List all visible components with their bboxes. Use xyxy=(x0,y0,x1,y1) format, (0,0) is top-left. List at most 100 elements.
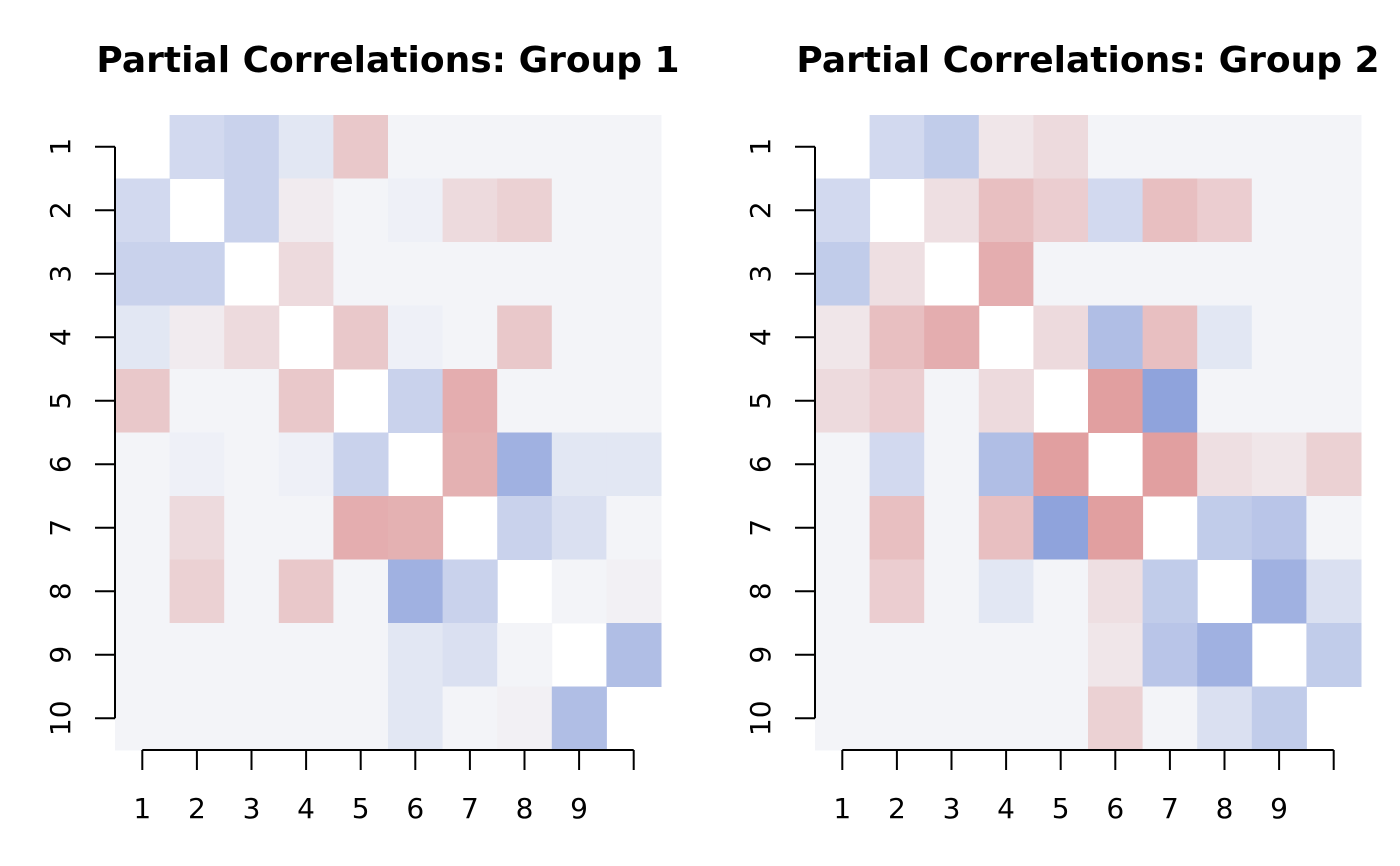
heatmap-cell xyxy=(333,686,389,751)
heatmap-cell xyxy=(333,432,389,497)
heatmap-cell xyxy=(1306,115,1362,179)
heatmap-cell xyxy=(606,559,662,624)
heatmap-cell xyxy=(606,623,662,687)
x-tick-label: 3 xyxy=(943,792,961,825)
heatmap-cell xyxy=(497,178,553,243)
heatmap-cell xyxy=(442,623,498,687)
heatmap-cell xyxy=(606,178,662,243)
heatmap-cell xyxy=(606,115,662,179)
heatmap-cell xyxy=(497,623,553,687)
heatmap-cell xyxy=(815,432,871,497)
heatmap-cell xyxy=(1197,305,1253,370)
heatmap-cell xyxy=(924,496,980,560)
heatmap-cell xyxy=(1142,559,1198,624)
heatmap-cell xyxy=(924,686,980,751)
heatmap-cell xyxy=(333,305,389,370)
heatmap-cell xyxy=(442,432,498,497)
heatmap-cell xyxy=(869,305,925,370)
heatmap-cell xyxy=(551,115,607,179)
heatmap-cell xyxy=(115,686,171,751)
heatmap-cell xyxy=(115,369,171,433)
heatmap-cell xyxy=(551,432,607,497)
heatmap-cell xyxy=(978,686,1034,751)
y-tick-label: 4 xyxy=(44,328,77,346)
heatmap-cell xyxy=(388,686,444,751)
x-tick-label: 8 xyxy=(1216,792,1234,825)
heatmap-cell xyxy=(815,496,871,560)
heatmap-cell xyxy=(869,623,925,687)
x-tick-label: 1 xyxy=(133,792,151,825)
heatmap-cell xyxy=(388,559,444,624)
heatmap-cell xyxy=(442,686,498,751)
x-tick-label: 4 xyxy=(297,792,315,825)
heatmap-cell xyxy=(815,623,871,687)
heatmap-cell xyxy=(278,623,334,687)
heatmap-cell xyxy=(224,115,280,179)
heatmap-cell xyxy=(1088,559,1144,624)
heatmap-cell xyxy=(1306,559,1362,624)
heatmap-cell xyxy=(1088,369,1144,433)
heatmap-cell xyxy=(1306,623,1362,687)
heatmap-cell xyxy=(224,305,280,370)
heatmap-cell xyxy=(278,178,334,243)
heatmap-cell xyxy=(115,242,171,306)
heatmap-cell xyxy=(333,242,389,306)
x-tick-label: 6 xyxy=(406,792,424,825)
x-tick-label: 9 xyxy=(570,792,588,825)
heatmap-cell xyxy=(924,623,980,687)
heatmap-cell xyxy=(169,432,225,497)
heatmap-cell xyxy=(551,496,607,560)
heatmap-cell xyxy=(869,686,925,751)
heatmap-cell xyxy=(1197,369,1253,433)
heatmap-cell xyxy=(497,115,553,179)
heatmap-cell xyxy=(1251,432,1307,497)
y-tick-label: 6 xyxy=(744,455,777,473)
heatmap-cell xyxy=(1142,432,1198,497)
heatmap-cell xyxy=(333,559,389,624)
heatmap-cell xyxy=(1306,305,1362,370)
heatmap-cell xyxy=(442,242,498,306)
heatmap-cell xyxy=(169,242,225,306)
x-tick-label: 7 xyxy=(1161,792,1179,825)
heatmap-cell xyxy=(1197,242,1253,306)
heatmap-cell xyxy=(224,623,280,687)
heatmap-cell xyxy=(115,178,171,243)
x-tick-label: 4 xyxy=(997,792,1015,825)
heatmap-cell xyxy=(1251,242,1307,306)
heatmap-cell xyxy=(815,178,871,243)
heatmap-cell xyxy=(551,178,607,243)
y-tick-label: 10 xyxy=(744,700,777,736)
y-tick-label: 5 xyxy=(44,392,77,410)
heatmap-cell xyxy=(115,496,171,560)
heatmap-cell xyxy=(606,496,662,560)
heatmap-cell xyxy=(1088,305,1144,370)
heatmap-cell xyxy=(815,369,871,433)
heatmap-cell xyxy=(388,369,444,433)
heatmap-cell xyxy=(1251,369,1307,433)
y-tick-label: 5 xyxy=(744,392,777,410)
heatmap-cell xyxy=(169,559,225,624)
heatmap-cell xyxy=(924,115,980,179)
heatmap-cell xyxy=(924,369,980,433)
heatmap-cell xyxy=(1251,686,1307,751)
heatmap-cell xyxy=(551,369,607,433)
heatmap-cell xyxy=(978,242,1034,306)
heatmap-cell xyxy=(551,686,607,751)
heatmap-cell xyxy=(815,305,871,370)
heatmap-cell xyxy=(606,369,662,433)
heatmap-cell xyxy=(1251,559,1307,624)
heatmap-cell xyxy=(442,115,498,179)
heatmap-cell xyxy=(551,559,607,624)
heatmap-cell xyxy=(169,686,225,751)
heatmap-cell xyxy=(1306,178,1362,243)
heatmap-cell xyxy=(606,242,662,306)
x-tick-label: 6 xyxy=(1106,792,1124,825)
x-tick-label: 3 xyxy=(243,792,261,825)
heatmap-cell xyxy=(1088,496,1144,560)
heatmap-cell xyxy=(388,115,444,179)
heatmap-cell xyxy=(1033,496,1089,560)
heatmap-cell xyxy=(278,115,334,179)
heatmap-cell xyxy=(1033,242,1089,306)
heatmap-cell xyxy=(869,115,925,179)
heatmap-cell xyxy=(1197,178,1253,243)
